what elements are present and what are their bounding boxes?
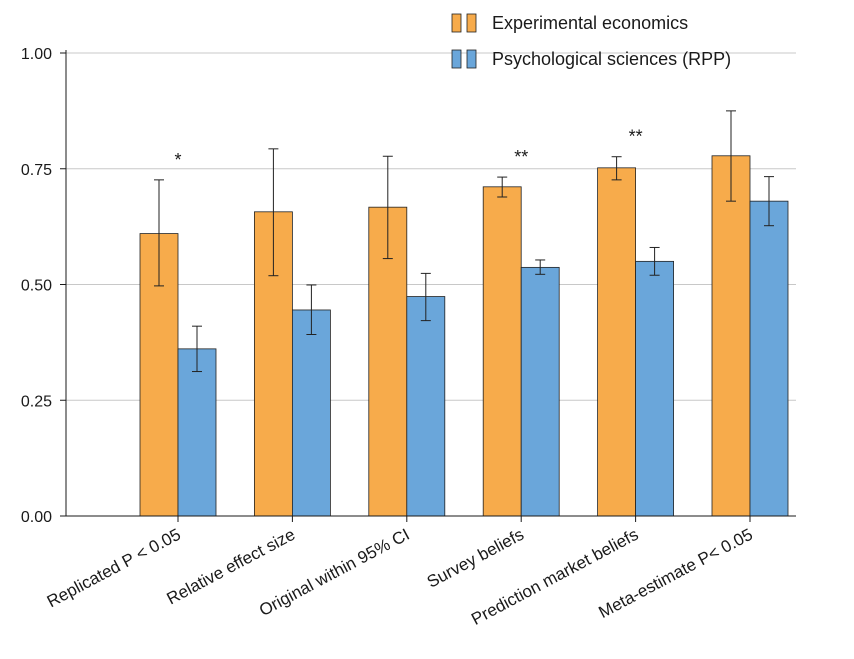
significance-marker: ** xyxy=(629,127,643,147)
bar-psych-3 xyxy=(520,266,560,517)
bar-psych-4 xyxy=(635,260,674,517)
y-axis: 0.00 0.25 0.50 0.75 1.00 xyxy=(21,46,67,526)
y-tick-label: 0.00 xyxy=(21,509,52,526)
significance-marker: * xyxy=(174,150,181,170)
legend-swatch xyxy=(466,13,477,33)
bar-psych-1 xyxy=(291,309,331,517)
y-tick-label: 1.00 xyxy=(21,46,52,63)
legend-label: Experimental economics xyxy=(492,13,688,33)
error-bars xyxy=(154,110,774,373)
bars xyxy=(139,155,789,517)
legend-swatch xyxy=(466,49,477,69)
bar-psych-2 xyxy=(406,296,446,517)
significance-marker: ** xyxy=(514,147,528,167)
y-tick-label: 0.50 xyxy=(21,278,52,295)
bar-econ-3 xyxy=(482,186,522,517)
legend-label: Psychological sciences (RPP) xyxy=(492,49,731,69)
bar-econ-5 xyxy=(711,155,751,517)
bar-psych-0 xyxy=(177,348,217,517)
category-label: Replicated P < 0.05 xyxy=(44,525,184,612)
x-axis xyxy=(66,515,796,522)
legend-swatch xyxy=(451,13,462,33)
bar-psych-5 xyxy=(749,200,789,517)
bar-econ-4 xyxy=(597,167,636,517)
legend-swatch xyxy=(451,49,462,69)
legend: Experimental economics Psychological scie… xyxy=(451,13,731,69)
significance-markers: * **** xyxy=(174,127,642,170)
y-tick-label: 0.25 xyxy=(21,393,52,410)
y-tick-label: 0.75 xyxy=(21,162,52,179)
category-label: Survey beliefs xyxy=(424,525,527,592)
